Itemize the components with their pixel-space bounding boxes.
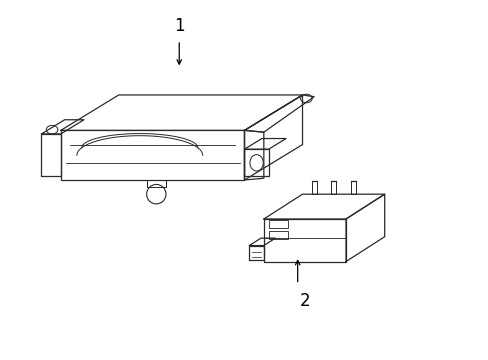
Bar — [268, 231, 287, 239]
Text: 2: 2 — [299, 292, 309, 310]
Bar — [268, 220, 287, 228]
Text: 1: 1 — [174, 17, 184, 35]
